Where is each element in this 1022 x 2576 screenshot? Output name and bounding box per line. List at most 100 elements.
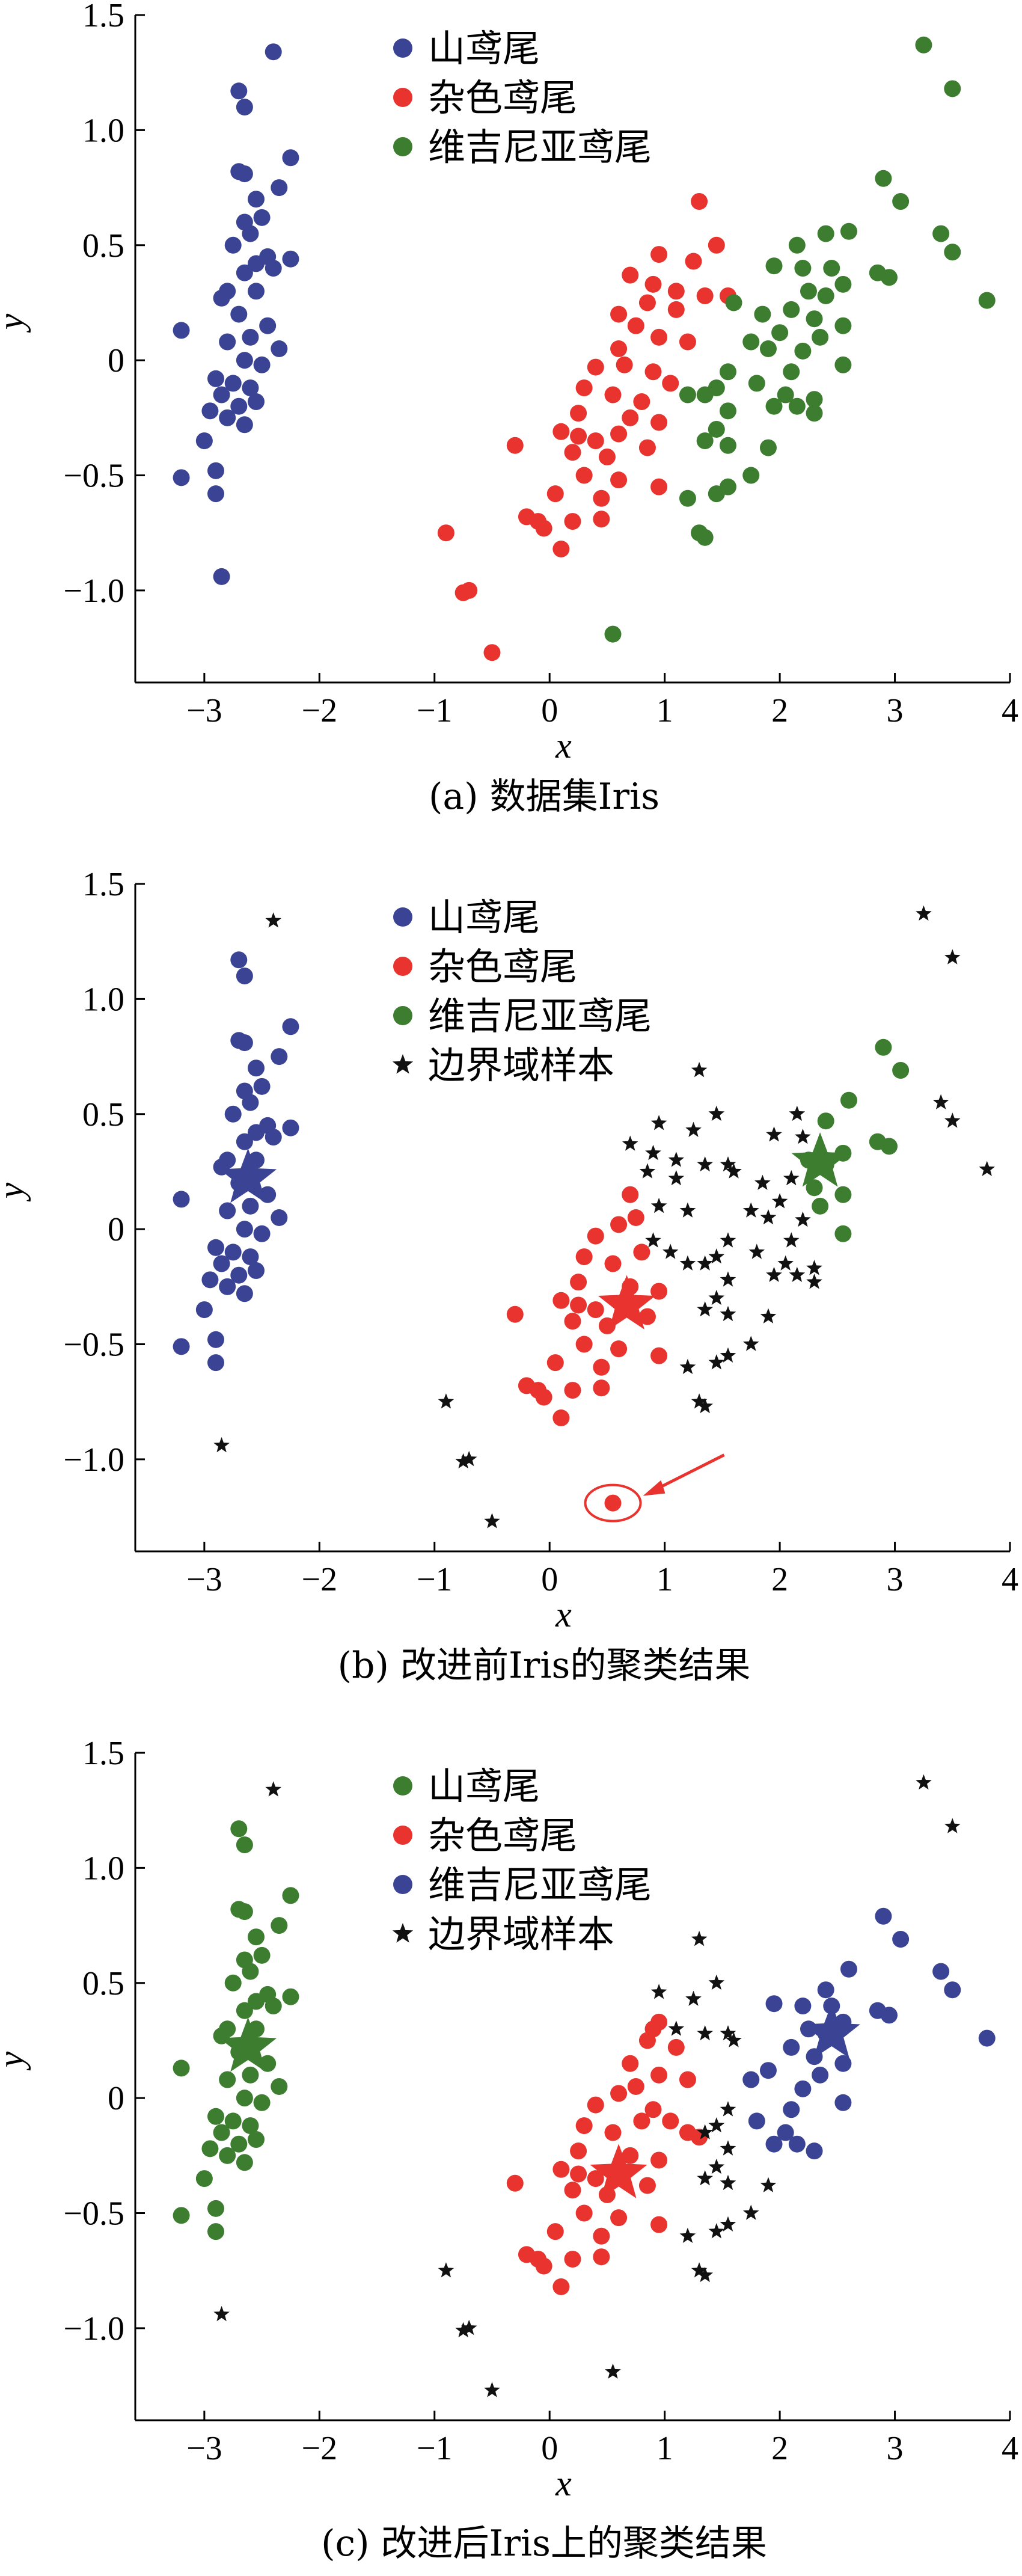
x-tick-label: −2: [302, 2430, 338, 2467]
data-point: [546, 1354, 564, 1372]
x-tick-label: −3: [186, 2430, 222, 2467]
data-point: [759, 2062, 777, 2079]
data-point: [248, 1928, 265, 1946]
data-point: [265, 1129, 282, 1146]
y-tick-label: −0.5: [63, 458, 124, 495]
data-point-star: [691, 2262, 708, 2278]
data-point: [638, 1308, 656, 1325]
data-point: [236, 416, 253, 434]
data-point: [271, 1917, 288, 1934]
data-point: [834, 317, 852, 334]
data-point: [552, 1292, 570, 1309]
data-point: [817, 225, 834, 242]
data-point: [875, 1907, 892, 1925]
data-point: [271, 340, 288, 357]
data-point: [892, 193, 910, 210]
data-point: [248, 283, 265, 300]
data-point-star: [697, 1255, 713, 1271]
data-point-star: [760, 2177, 777, 2192]
annotation-circle: [584, 1483, 642, 1523]
data-point: [253, 209, 271, 226]
data-point: [708, 379, 725, 397]
data-point-star: [916, 905, 932, 921]
data-point-star: [944, 1112, 961, 1128]
data-point-star: [708, 1290, 725, 1305]
data-point: [604, 1494, 622, 1512]
data-point: [834, 356, 852, 373]
data-point: [685, 253, 702, 270]
data-point: [788, 236, 806, 254]
data-point: [173, 1338, 190, 1355]
data-point-star: [679, 2227, 696, 2243]
data-point: [271, 2078, 288, 2095]
data-point: [788, 2135, 806, 2153]
data-point: [236, 2002, 253, 2019]
data-point-star: [783, 1232, 800, 1248]
x-tick-label: 0: [541, 1561, 558, 1598]
data-point-star: [708, 1105, 725, 1121]
data-point-star: [760, 1209, 777, 1225]
data-point-star: [455, 2322, 471, 2338]
chart-caption: (a) 数据集Iris: [429, 776, 659, 818]
chart-panel-2: −3 −2 −1 0 1 2 3 4 −1.0 −0.5 0 0.5 1.0 1.5 x y (b) 改进前Ir…: [0, 866, 1018, 1687]
data-point: [708, 485, 725, 503]
data-point: [587, 1227, 604, 1245]
data-point: [794, 1998, 812, 2015]
data-point-star: [742, 2204, 759, 2220]
data-point: [650, 2066, 668, 2084]
data-point-star: [484, 2382, 500, 2397]
data-point: [754, 305, 771, 323]
data-point: [271, 1048, 288, 1066]
data-point: [546, 2223, 564, 2240]
data-point: [564, 2251, 581, 2268]
data-point: [587, 2096, 604, 2114]
data-point: [195, 432, 213, 450]
x-tick-label: 2: [771, 692, 788, 729]
data-point: [944, 244, 961, 261]
data-point-star: [720, 2216, 736, 2231]
data-point-star: [720, 2174, 736, 2191]
data-point: [230, 951, 248, 969]
data-point: [173, 2059, 190, 2077]
data-point-star: [777, 1255, 794, 1271]
legend-marker-circle: [393, 137, 412, 156]
data-point: [236, 968, 253, 985]
data-point: [817, 1112, 834, 1130]
data-point: [604, 1255, 622, 1272]
chart-panel-3: −3 −2 −1 0 1 2 3 4 −1.0 −0.5 0 0.5 1.0 1.5 x y (c) 改进后Ir…: [0, 1735, 1018, 2565]
data-point: [259, 317, 277, 334]
data-point: [633, 393, 650, 411]
data-point-star: [742, 1202, 759, 1218]
data-point: [978, 2029, 996, 2047]
data-point-star: [789, 1105, 806, 1121]
data-point: [173, 1191, 190, 1208]
data-point: [271, 179, 288, 197]
data-point: [570, 2142, 587, 2160]
data-point: [759, 340, 777, 357]
y-tick-label: 1.0: [82, 1850, 124, 1887]
data-point: [627, 2078, 644, 2095]
x-tick-label: −2: [302, 692, 338, 729]
x-tick-label: 4: [1002, 1561, 1018, 1598]
data-point: [248, 1262, 265, 1280]
data-point: [575, 2117, 593, 2135]
data-point: [593, 1379, 610, 1397]
data-point: [812, 2066, 829, 2084]
legend-marker-star: [392, 1923, 414, 1943]
data-point: [812, 328, 829, 346]
data-point: [598, 448, 616, 465]
data-point: [777, 2124, 794, 2141]
data-point-star: [685, 1990, 702, 2006]
y-tick-label: −1.0: [63, 572, 124, 610]
legend-label: 维吉尼亚鸢尾: [428, 125, 652, 169]
data-point-star: [213, 2305, 230, 2322]
data-point: [638, 2177, 656, 2194]
data-point-star: [679, 1255, 696, 1271]
y-tick-label: −1.0: [63, 1441, 124, 1479]
data-point: [253, 1946, 271, 1964]
data-point: [207, 370, 225, 387]
data-point: [575, 2204, 593, 2222]
data-point: [650, 478, 668, 495]
data-point: [564, 444, 581, 461]
data-point: [604, 386, 622, 403]
